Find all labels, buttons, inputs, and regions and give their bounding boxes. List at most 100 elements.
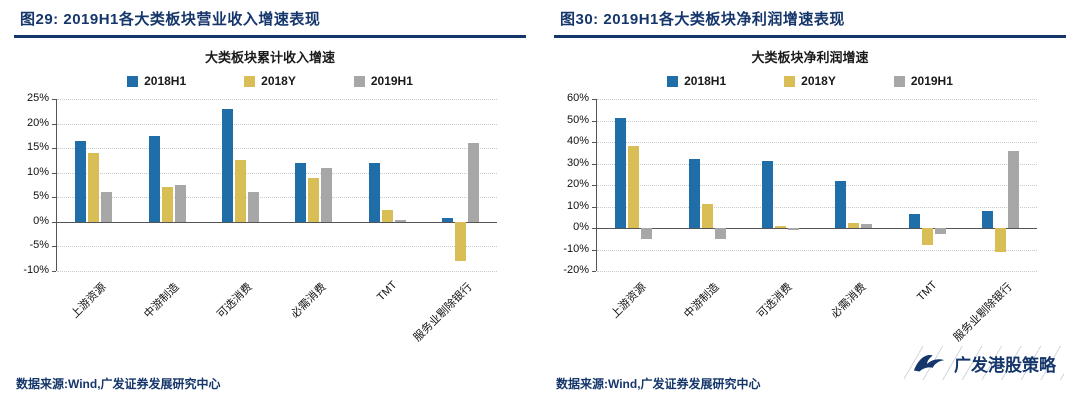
y-tick-mark xyxy=(592,271,596,272)
bar xyxy=(467,143,479,222)
legend-swatch-2018h1 xyxy=(127,75,139,87)
legend-item: 2019H1 xyxy=(893,74,953,88)
bar xyxy=(848,222,860,228)
bar xyxy=(221,108,233,222)
bar xyxy=(701,204,713,228)
bar xyxy=(628,146,640,228)
bar xyxy=(641,228,653,239)
category-label: 可选消费 xyxy=(755,281,795,321)
y-tick-label: -20% xyxy=(563,264,589,276)
y-tick-mark xyxy=(52,197,56,199)
category-label: 上游资源 xyxy=(68,281,109,321)
figure-title: 图29: 2019H1各大类板块营业收入增速表现 xyxy=(14,7,526,38)
bar xyxy=(908,214,920,228)
legend-item: 2018Y xyxy=(244,74,296,88)
gridline xyxy=(57,123,497,125)
bar xyxy=(394,220,406,222)
legend: 2018H1 2018Y 2019H1 xyxy=(540,73,1080,89)
bar xyxy=(934,228,946,235)
gridline xyxy=(597,142,1037,143)
gridline xyxy=(597,99,1037,100)
chart-area: 60% 50% 40% 30% 20% 10% 0% -10% -20% 上游资源 中游制造 可选消费… xyxy=(540,92,1080,344)
bar xyxy=(994,228,1006,252)
gridline xyxy=(597,163,1037,165)
chart-title: 大类板块净利润增速 xyxy=(751,50,869,65)
y-tick-label: 25% xyxy=(26,92,49,104)
legend-label: 2018H1 xyxy=(144,74,187,88)
y-tick-label: 0% xyxy=(33,214,49,227)
y-tick-mark xyxy=(52,99,56,100)
source-note: 数据来源:Wind,广发证券发展研究中心 xyxy=(16,377,221,391)
legend-swatch-2019h1 xyxy=(893,75,905,87)
legend-label: 2019H1 xyxy=(370,74,413,88)
legend-item: 2019H1 xyxy=(353,74,413,88)
gridline xyxy=(57,197,497,199)
bar xyxy=(101,192,113,222)
bar xyxy=(148,135,160,222)
y-tick-mark xyxy=(52,271,56,272)
category-label: 可选消费 xyxy=(215,281,255,321)
bar xyxy=(174,185,186,222)
bar xyxy=(615,118,627,228)
category-label: TMT xyxy=(375,279,400,304)
bar xyxy=(921,228,933,246)
bar xyxy=(774,225,786,228)
category-label: 上游资源 xyxy=(608,281,649,321)
legend-item: 2018Y xyxy=(784,74,836,88)
y-tick-mark xyxy=(592,206,596,208)
bar xyxy=(761,161,773,228)
bar xyxy=(1007,150,1019,228)
gridline xyxy=(57,99,497,100)
legend-label: 2018Y xyxy=(261,74,296,88)
y-tick-mark xyxy=(592,142,596,143)
y-tick-mark xyxy=(52,172,56,174)
legend-swatch-2018h1 xyxy=(667,75,679,87)
legend: 2018H1 2018Y 2019H1 xyxy=(0,73,540,89)
gridline xyxy=(597,185,1037,186)
gridline xyxy=(57,271,497,272)
y-tick-label: -5% xyxy=(29,239,49,252)
legend-swatch-2018y xyxy=(784,75,796,87)
y-tick-label: -10% xyxy=(563,242,589,255)
bar xyxy=(161,187,173,222)
panel-profit-growth: 图30: 2019H1各大类板块净利润增速表现 大类板块净利润增速 2018H1… xyxy=(540,0,1080,404)
bar xyxy=(321,167,333,222)
goose-icon xyxy=(912,350,946,376)
figure-title: 图30: 2019H1各大类板块净利润增速表现 xyxy=(554,7,1066,38)
bar xyxy=(295,162,307,222)
legend-swatch-2019h1 xyxy=(353,75,365,87)
gridline xyxy=(597,206,1037,208)
gridline xyxy=(597,271,1037,272)
y-tick-mark xyxy=(52,246,56,248)
bar xyxy=(75,140,87,222)
y-tick-mark xyxy=(592,99,596,100)
bar xyxy=(981,210,993,228)
y-tick-mark xyxy=(592,163,596,165)
y-tick-mark xyxy=(52,221,56,223)
category-label: TMT xyxy=(915,279,940,304)
category-label: 必需消费 xyxy=(828,281,869,321)
y-tick-label: 5% xyxy=(33,190,49,203)
zero-axis-line xyxy=(597,228,1037,229)
gridline xyxy=(597,120,1037,122)
legend-label: 2018H1 xyxy=(684,74,727,88)
brand-watermark: 广发港股策略 xyxy=(904,346,1064,380)
bar xyxy=(441,218,453,222)
y-tick-mark xyxy=(52,123,56,125)
bar xyxy=(381,209,393,222)
y-tick-label: 10% xyxy=(566,199,589,212)
y-tick-label: 20% xyxy=(26,116,49,129)
bar xyxy=(714,228,726,239)
zero-axis-line xyxy=(57,221,497,223)
bar xyxy=(308,177,320,222)
y-axis-line xyxy=(596,99,597,271)
bar xyxy=(688,159,700,228)
bar xyxy=(835,180,847,228)
gridline xyxy=(57,172,497,174)
y-tick-label: 40% xyxy=(566,135,589,147)
legend-label: 2018Y xyxy=(801,74,836,88)
y-tick-label: 30% xyxy=(566,156,589,169)
bar-chart-revenue: 25% 20% 15% 10% 5% 0% -5% -10% 上游资源 中游制造 可选消费 必需消费 T… xyxy=(23,92,497,344)
y-tick-mark xyxy=(592,249,596,251)
y-tick-label: 10% xyxy=(26,165,49,178)
